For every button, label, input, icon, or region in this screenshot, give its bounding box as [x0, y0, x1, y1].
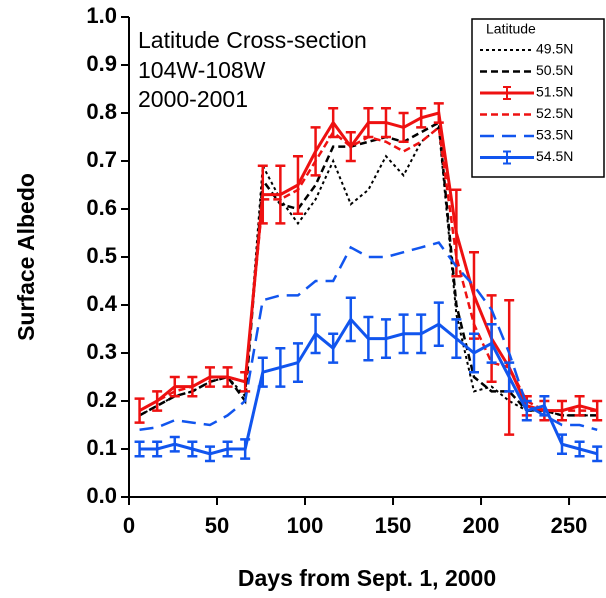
error-bar	[257, 164, 268, 225]
x-tick-label: 100	[287, 513, 324, 538]
y-tick-label: 0.4	[86, 291, 117, 316]
series-line	[139, 125, 598, 417]
annotation: 104W-108W	[138, 57, 266, 83]
error-bar	[152, 390, 163, 412]
error-bar	[292, 154, 303, 216]
error-bar	[187, 440, 198, 458]
error-bar	[416, 313, 427, 355]
y-tick-label: 0.0	[86, 483, 117, 508]
error-bar	[521, 399, 532, 422]
x-tick-label: 0	[123, 513, 135, 538]
error-bar	[433, 102, 444, 124]
error-bar	[275, 164, 286, 225]
error-bar	[468, 332, 479, 374]
error-bar	[310, 313, 321, 355]
series-line	[138, 125, 598, 412]
error-bar	[169, 435, 180, 453]
error-bar	[363, 315, 374, 362]
error-bar	[328, 332, 339, 364]
legend-label: 49.5N	[536, 41, 573, 57]
error-bar	[345, 130, 356, 163]
legend-errorbar	[503, 150, 511, 165]
y-tick-label: 0.7	[86, 147, 117, 172]
error-bar	[416, 106, 427, 129]
error-bar	[398, 313, 409, 355]
error-bar	[592, 399, 603, 422]
error-bar	[345, 296, 356, 343]
error-bar	[257, 356, 268, 388]
legend-label: 53.5N	[536, 127, 573, 143]
legend-title: Latitude	[486, 21, 536, 37]
error-bar	[292, 342, 303, 384]
error-bar	[451, 318, 462, 360]
error-bar	[169, 375, 180, 398]
error-bar	[504, 361, 515, 393]
y-tick-label: 0.8	[86, 99, 117, 124]
series-line	[139, 241, 598, 432]
error-bar	[380, 318, 391, 360]
legend-label: 51.5N	[536, 84, 573, 100]
error-bar	[592, 445, 603, 463]
error-bar	[433, 301, 444, 348]
annotation: 2000-2001	[138, 86, 248, 112]
x-tick-label: 200	[463, 513, 500, 538]
y-axis-title: Surface Albedo	[13, 173, 39, 341]
legend-label: 50.5N	[536, 62, 573, 78]
plot-area	[134, 102, 603, 463]
error-bar	[398, 111, 409, 144]
error-bar	[240, 438, 251, 460]
error-bar	[556, 433, 567, 456]
error-bar	[204, 445, 215, 463]
error-bar	[574, 440, 585, 458]
series-line	[138, 120, 598, 417]
y-tick-label: 1.0	[86, 3, 117, 28]
y-tick-label: 0.5	[86, 243, 117, 268]
error-bar	[310, 126, 321, 177]
x-tick-label: 150	[375, 513, 412, 538]
error-bar	[222, 440, 233, 458]
y-tick-label: 0.1	[86, 435, 117, 460]
error-bar	[574, 394, 585, 417]
legend-errorbar	[503, 86, 511, 100]
y-tick-label: 0.3	[86, 339, 117, 364]
y-tick-label: 0.9	[86, 51, 117, 76]
error-bar	[486, 322, 497, 364]
legend-label: 54.5N	[536, 148, 573, 164]
legend-label: 52.5N	[536, 105, 573, 121]
x-axis-title: Days from Sept. 1, 2000	[238, 565, 496, 591]
y-tick-label: 0.2	[86, 387, 117, 412]
error-bar	[134, 440, 145, 458]
annotation: Latitude Cross-section	[138, 27, 367, 53]
y-tick-label: 0.6	[86, 195, 117, 220]
error-bar	[275, 346, 286, 388]
error-bar	[222, 366, 233, 388]
error-bar	[380, 106, 391, 139]
error-bar	[152, 440, 163, 458]
x-tick-label: 50	[205, 513, 229, 538]
legend-box	[471, 18, 605, 178]
error-bar	[539, 394, 550, 417]
x-tick-label: 250	[551, 513, 588, 538]
